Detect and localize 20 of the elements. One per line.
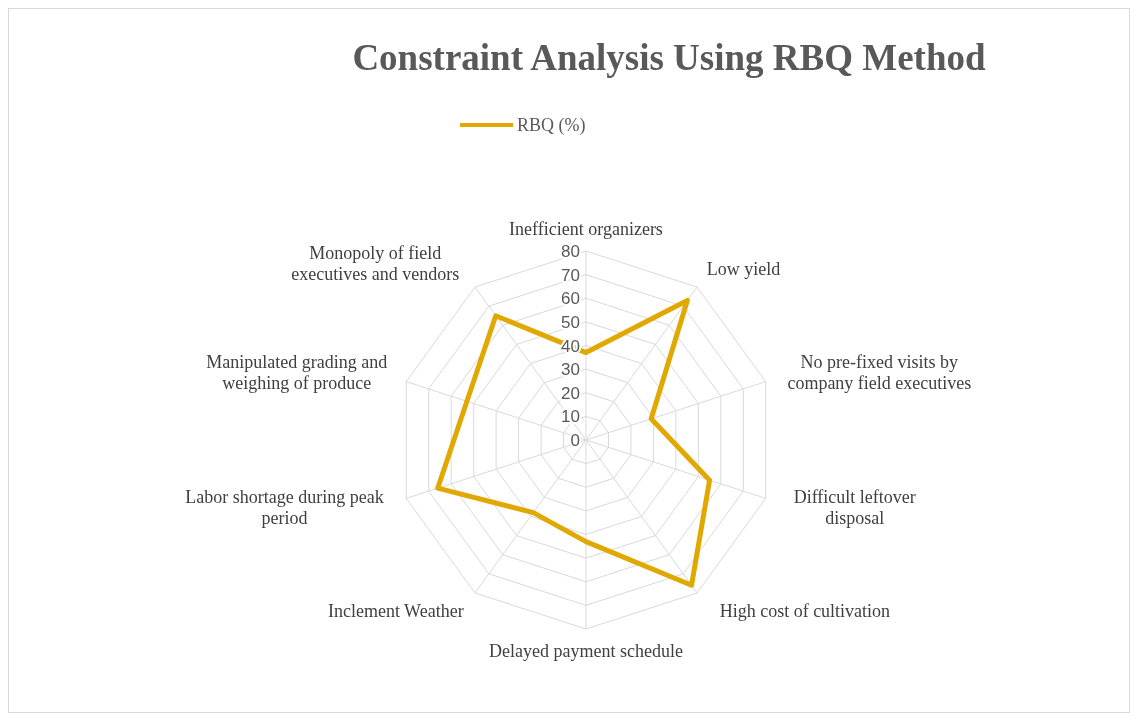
spoke-label: High cost of cultivation	[719, 600, 891, 621]
y-tick-label: 70	[561, 265, 580, 285]
legend-label: RBQ (%)	[517, 115, 586, 136]
spoke-label: Difficult leftover disposal	[793, 486, 916, 528]
spoke-label: Inclement Weather	[327, 600, 464, 621]
spoke-label: Low yield	[706, 259, 781, 280]
y-tick-label: 30	[561, 360, 580, 380]
y-tick-label: 10	[561, 407, 580, 427]
y-tick-label: 0	[570, 431, 580, 450]
y-tick-label: 20	[561, 383, 580, 403]
y-tick-label: 80	[561, 242, 580, 261]
spoke-label: Monopoly of field executives and vendors	[291, 243, 460, 285]
y-tick-label: 60	[561, 289, 580, 309]
chart-title: Constraint Analysis Using RBQ Method	[352, 37, 987, 78]
spoke-label: Delayed payment schedule	[489, 641, 683, 662]
spoke-label: Manipulated grading and weighing of produce	[206, 352, 388, 394]
y-tick-label: 50	[561, 312, 580, 332]
spoke-label: Labor shortage during peak period	[185, 486, 384, 528]
spoke-label: Inefficient organizers	[509, 218, 663, 239]
spoke-label: No pre-fixed visits by company field executives	[787, 352, 972, 394]
